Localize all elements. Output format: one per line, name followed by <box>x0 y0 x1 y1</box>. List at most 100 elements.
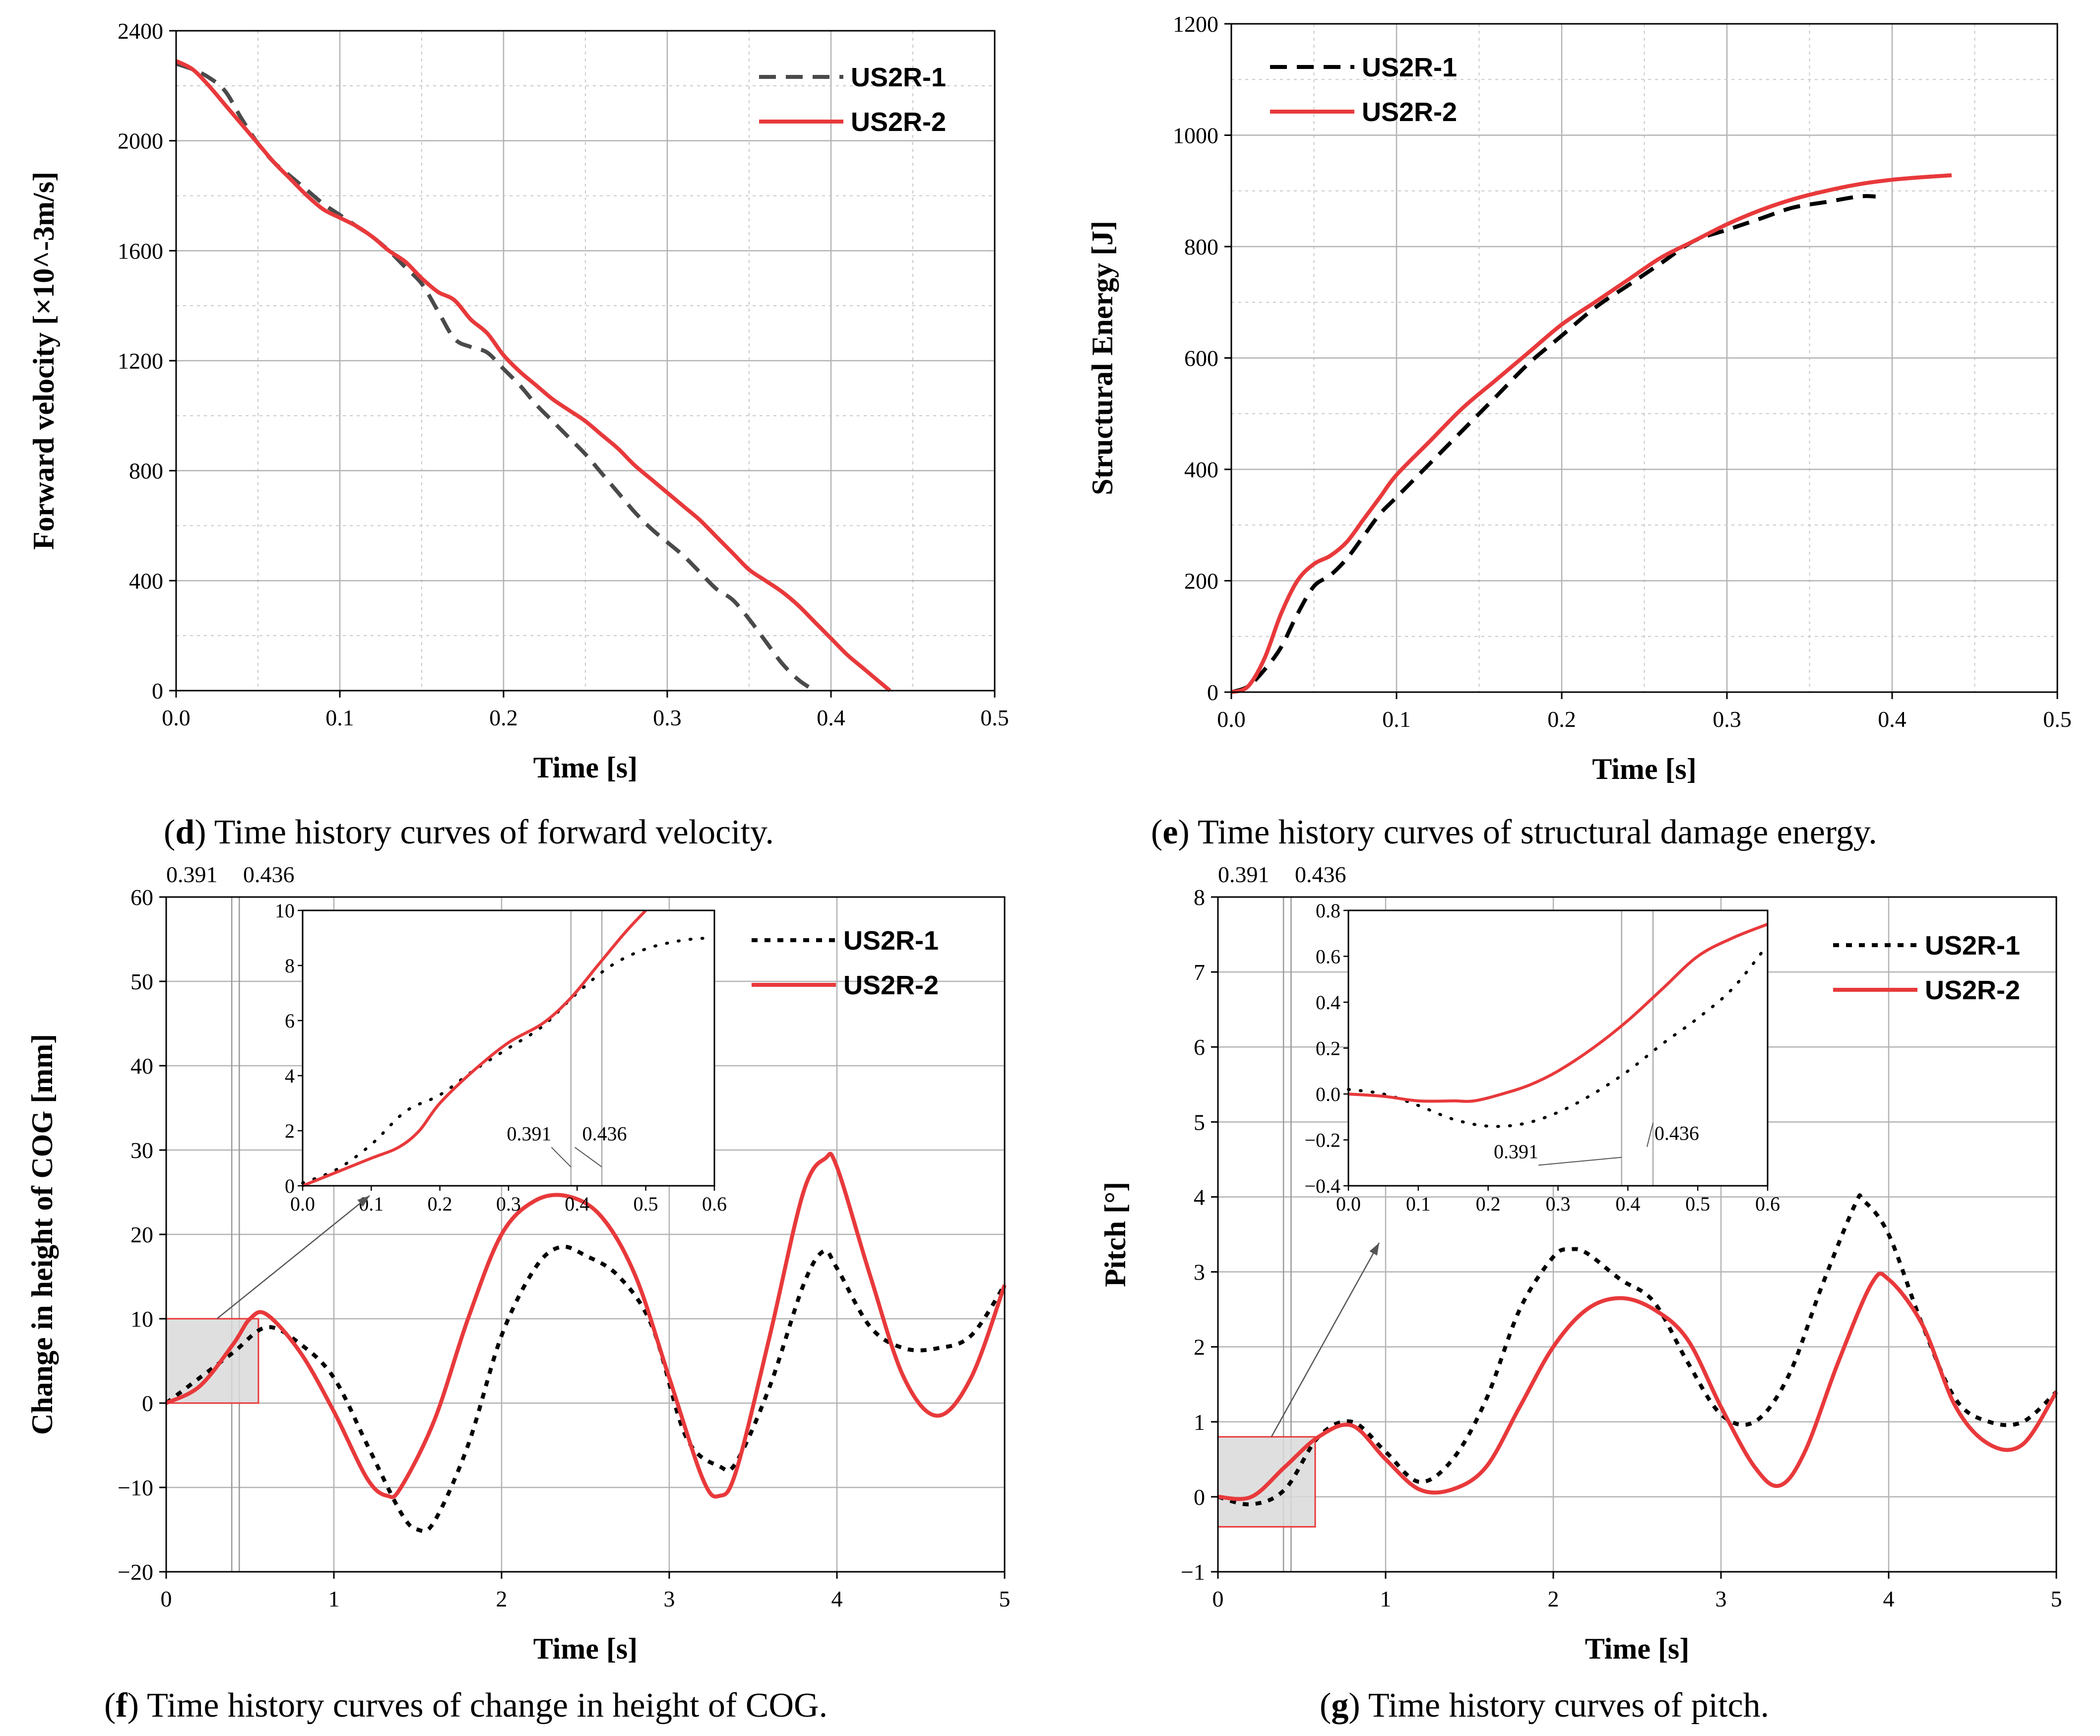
y-tick-label: 2400 <box>118 18 163 44</box>
inset-x-tick-label: 0.0 <box>1336 1193 1361 1215</box>
inset-y-tick-label: 0.0 <box>1316 1083 1340 1105</box>
legend: US2R-1 US2R-2 <box>752 926 939 1000</box>
legend: US2R-1 US2R-2 <box>1270 53 1457 127</box>
y-axis-title: Pitch [°] <box>1099 1182 1132 1287</box>
legend-label-us2r-2: US2R-2 <box>851 107 946 137</box>
x-axis-title: Time [s] <box>1585 1632 1690 1665</box>
x-tick-label: 1 <box>328 1586 340 1611</box>
y-tick-label: 5 <box>1194 1109 1205 1135</box>
y-tick-label: 800 <box>1184 234 1218 259</box>
inset-annotation-arrow <box>551 1147 572 1167</box>
x-tick-label: 2 <box>1548 1586 1559 1611</box>
inset-annotation-arrow <box>1646 1123 1654 1147</box>
inset-series-line-us2r-1 <box>1347 943 1769 1128</box>
x-tick-label: 5 <box>2051 1586 2062 1611</box>
y-tick-label: 60 <box>130 885 153 910</box>
legend-label-us2r-2: US2R-2 <box>1925 975 2020 1005</box>
legend-label-us2r-2: US2R-2 <box>1362 97 1457 127</box>
y-tick-label: 400 <box>1184 457 1218 482</box>
x-tick-label: 0 <box>1212 1586 1224 1611</box>
y-tick-label: 1000 <box>1173 123 1218 148</box>
inset-y-tick-label: 0 <box>285 1175 295 1197</box>
grid-lines <box>176 31 995 691</box>
y-tick-label: 1 <box>1194 1410 1205 1435</box>
x-axis-title: Time [s] <box>533 1632 638 1665</box>
x-tick-label: 0.2 <box>1547 707 1576 732</box>
legend: US2R-1 US2R-2 <box>759 63 946 137</box>
zoom-connector-arrowhead <box>1369 1243 1379 1256</box>
y-tick-label: 0 <box>142 1391 153 1416</box>
legend: US2R-1 US2R-2 <box>1833 931 2020 1005</box>
x-tick-label: 0.5 <box>980 705 1009 730</box>
inset-annotation-label: 0.436 <box>1655 1122 1699 1145</box>
x-tick-label: 0.5 <box>2043 707 2072 732</box>
inset-x-tick-label: 0.2 <box>1476 1193 1501 1215</box>
inset-y-tick-label: 10 <box>275 900 295 922</box>
inset-y-tick-label: 6 <box>285 1010 295 1032</box>
inset-x-tick-label: 0.1 <box>1406 1193 1431 1215</box>
x-tick-label: 2 <box>496 1586 508 1611</box>
x-tick-label: 5 <box>999 1586 1011 1611</box>
y-tick-label: −10 <box>118 1475 153 1500</box>
series-line-us2r-1 <box>1217 1193 2058 1507</box>
y-tick-label: 400 <box>129 568 163 593</box>
inset-chart: 0.0 0.1 0.2 0.3 0.4 0.5 0.6 −0.4 −0.2 0.0 0.2 0.4 0.… <box>1304 900 1780 1215</box>
x-tick-label: 3 <box>1716 1586 1727 1611</box>
inset-annotation-label: 0.391 <box>507 1122 552 1145</box>
legend-label-us2r-1: US2R-1 <box>851 63 946 92</box>
inset-y-tick-label: 4 <box>285 1065 295 1087</box>
zoom-connector-arrowhead <box>357 1196 370 1207</box>
inset-background <box>303 910 714 1186</box>
series-line-us2r-2 <box>1217 1271 2058 1501</box>
y-tick-label: 2 <box>1194 1335 1205 1360</box>
inset-x-tick-label: 0.2 <box>428 1193 452 1215</box>
y-tick-label: 600 <box>1184 346 1218 371</box>
chart-structural-energy: 0.0 0.1 0.2 0.3 0.4 0.5 0 200 400 600 800 1000 1200 T… <box>1086 11 2072 785</box>
legend-label-us2r-2: US2R-2 <box>843 970 939 1000</box>
inset-y-tick-label: 0.8 <box>1316 900 1340 922</box>
inset-x-tick-label: 0.6 <box>1755 1193 1780 1215</box>
series-line-us2r-2 <box>175 59 891 693</box>
y-tick-label: 30 <box>130 1138 153 1163</box>
zoom-connector-arrow <box>216 1195 370 1319</box>
y-tick-label: 1200 <box>118 348 163 374</box>
y-tick-label: −1 <box>1181 1559 1205 1585</box>
legend-label-us2r-1: US2R-1 <box>843 926 939 956</box>
inset-annotation-arrow <box>1538 1157 1622 1166</box>
y-tick-label: 7 <box>1194 960 1205 985</box>
y-tick-label: 1600 <box>118 238 163 263</box>
inset-x-tick-label: 0.0 <box>290 1193 315 1215</box>
plot-frame <box>1217 896 2057 1573</box>
x-tick-label: 0.3 <box>1713 707 1741 732</box>
series-line-us2r-2 <box>165 1152 1007 1499</box>
series-line-us2r-1 <box>1230 194 1876 694</box>
inset-series-line-us2r-2 <box>1348 923 1769 1103</box>
inset-y-tick-label: 0.6 <box>1316 946 1340 968</box>
inset-annotation-label: 0.436 <box>582 1122 627 1145</box>
inset-y-tick-label: 2 <box>285 1120 295 1142</box>
caption-g: (g) Time history curves of pitch. <box>1320 1686 1769 1725</box>
zoom-connector-arrow <box>1271 1242 1380 1437</box>
y-axis-title: Structural Energy [J] <box>1086 221 1119 495</box>
x-tick-label: 0.0 <box>1217 707 1246 732</box>
y-tick-label: 10 <box>130 1306 153 1332</box>
legend-label-us2r-1: US2R-1 <box>1925 931 2020 961</box>
x-tick-label: 1 <box>1380 1586 1392 1611</box>
y-tick-label: 50 <box>130 969 153 994</box>
y-tick-label: 1200 <box>1173 11 1218 37</box>
inset-y-tick-label: 0.4 <box>1316 991 1340 1014</box>
y-tick-label: 4 <box>1194 1184 1205 1210</box>
inset-x-tick-label: 0.4 <box>1615 1193 1640 1215</box>
x-tick-label: 0.2 <box>489 705 518 730</box>
y-tick-label: 2000 <box>118 129 163 154</box>
x-tick-label: 0 <box>161 1586 172 1611</box>
top-annotation-label: 0.436 <box>243 862 295 887</box>
y-tick-label: 0 <box>152 678 163 704</box>
grid-lines <box>1231 24 2057 692</box>
inset-x-tick-label: 0.6 <box>702 1193 727 1215</box>
x-tick-label: 3 <box>664 1586 675 1611</box>
x-axis-title: Time [s] <box>1592 753 1697 785</box>
